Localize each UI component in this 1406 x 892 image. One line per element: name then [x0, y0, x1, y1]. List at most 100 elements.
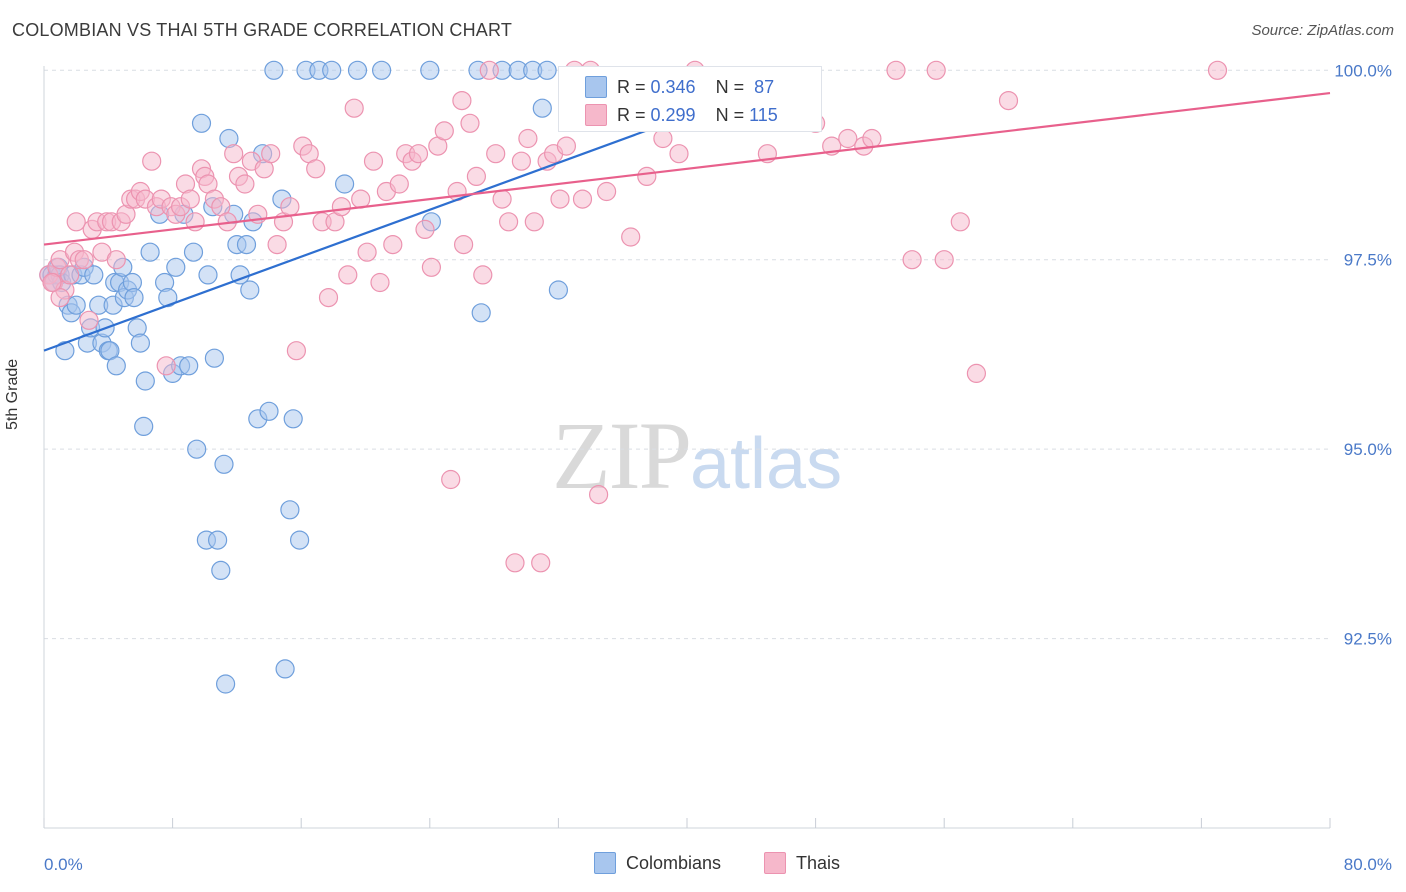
point-thai	[408, 144, 429, 164]
point-thai	[492, 189, 512, 209]
point-colombian	[548, 280, 569, 300]
point-thai	[934, 250, 954, 270]
point-colombian	[280, 500, 300, 520]
point-thai	[267, 235, 287, 255]
point-colombian	[471, 303, 491, 323]
point-thai	[261, 144, 281, 164]
point-colombian	[347, 60, 368, 80]
trend-line-thais	[43, 91, 1331, 246]
point-thai	[637, 166, 657, 186]
legend-n-value: 115	[749, 104, 778, 125]
point-colombian	[264, 60, 284, 80]
point-colombian	[240, 280, 260, 300]
point-thai	[556, 136, 577, 156]
point-thai	[669, 144, 689, 164]
point-thai	[106, 250, 126, 270]
point-thai	[421, 257, 441, 277]
point-colombian	[236, 235, 257, 255]
point-thai	[66, 212, 86, 232]
point-thai	[415, 219, 435, 239]
legend-item-colombians[interactable]: Colombians	[594, 852, 721, 874]
legend-row-colombians: R = 0.346 N = 87	[585, 75, 774, 99]
legend-item-thais[interactable]: Thais	[764, 852, 840, 874]
point-colombian	[134, 416, 154, 436]
point-thai	[42, 272, 62, 293]
point-colombian	[130, 333, 150, 353]
point-thai	[224, 144, 244, 164]
point-thai	[479, 60, 499, 80]
point-thai	[486, 144, 506, 164]
point-thai	[318, 288, 339, 308]
legend-r-label: R =	[617, 76, 651, 97]
point-colombian	[214, 454, 234, 474]
point-thai	[1207, 60, 1228, 80]
point-colombian	[537, 60, 557, 80]
point-thai	[383, 235, 403, 255]
point-thai	[389, 174, 409, 194]
point-colombian	[179, 356, 199, 376]
point-colombian	[124, 288, 144, 308]
point-colombian	[198, 265, 218, 285]
point-colombian	[322, 60, 342, 80]
point-thai	[74, 250, 94, 270]
legend-label-colombians: Colombians	[626, 852, 722, 873]
y-tick-label: 92.5%	[1344, 630, 1392, 649]
data-points	[39, 60, 1228, 694]
point-colombian	[66, 295, 86, 315]
legend-n-label: N =	[715, 76, 750, 97]
point-thai	[524, 212, 544, 232]
point-colombian	[335, 174, 355, 194]
y-tick-label: 97.5%	[1344, 251, 1392, 270]
point-thai	[588, 485, 609, 505]
point-colombian	[166, 257, 186, 277]
point-thai	[950, 212, 970, 232]
legend-n-value: 87	[754, 76, 775, 97]
point-colombian	[290, 530, 310, 550]
point-colombian	[140, 242, 160, 262]
point-thai	[306, 159, 326, 179]
x-tick-label: 0.0%	[44, 855, 83, 874]
point-colombian	[135, 371, 155, 391]
point-colombian	[372, 60, 392, 80]
y-tick-label: 95.0%	[1344, 440, 1392, 459]
point-thai	[621, 227, 641, 247]
point-thai	[235, 174, 255, 194]
point-thai	[351, 189, 371, 209]
trend-lines	[43, 91, 1331, 352]
axes	[43, 66, 1331, 829]
point-thai	[550, 189, 570, 209]
legend-row-thais: R = 0.299 N = 115	[585, 103, 778, 127]
point-colombian	[283, 409, 303, 429]
point-thai	[441, 469, 461, 490]
point-thai	[473, 265, 493, 285]
point-thai	[998, 90, 1019, 111]
point-colombian	[275, 659, 295, 679]
point-thai	[180, 189, 200, 209]
legend-label-thais: Thais	[796, 852, 841, 873]
y-tick-label: 100.0%	[1334, 61, 1392, 80]
point-thai	[280, 197, 300, 217]
point-colombian	[55, 341, 75, 361]
point-thai	[79, 310, 99, 330]
point-thai	[838, 128, 858, 149]
trend-line-colombians	[43, 114, 688, 352]
tick-labels: 92.5% 95.0% 97.5% 100.0% 0.0% 80.0%	[44, 61, 1392, 874]
source-label: Source: ZipAtlas.com	[1251, 22, 1394, 39]
watermark-zip: ZIP	[552, 402, 692, 509]
point-thai	[572, 189, 593, 209]
point-thai	[50, 288, 70, 308]
point-thai	[499, 212, 519, 232]
point-colombian	[532, 98, 552, 118]
point-thai	[331, 197, 351, 217]
legend-swatch-thais	[764, 852, 786, 874]
point-colombian	[420, 60, 440, 80]
legend-r-label: R =	[617, 104, 651, 125]
point-colombian	[259, 401, 279, 421]
point-thai	[466, 166, 486, 186]
point-thai	[886, 60, 906, 80]
legend-swatch-colombians	[585, 76, 607, 98]
point-thai	[357, 242, 377, 262]
legend-swatch-colombians	[594, 852, 616, 874]
point-thai	[60, 265, 80, 285]
